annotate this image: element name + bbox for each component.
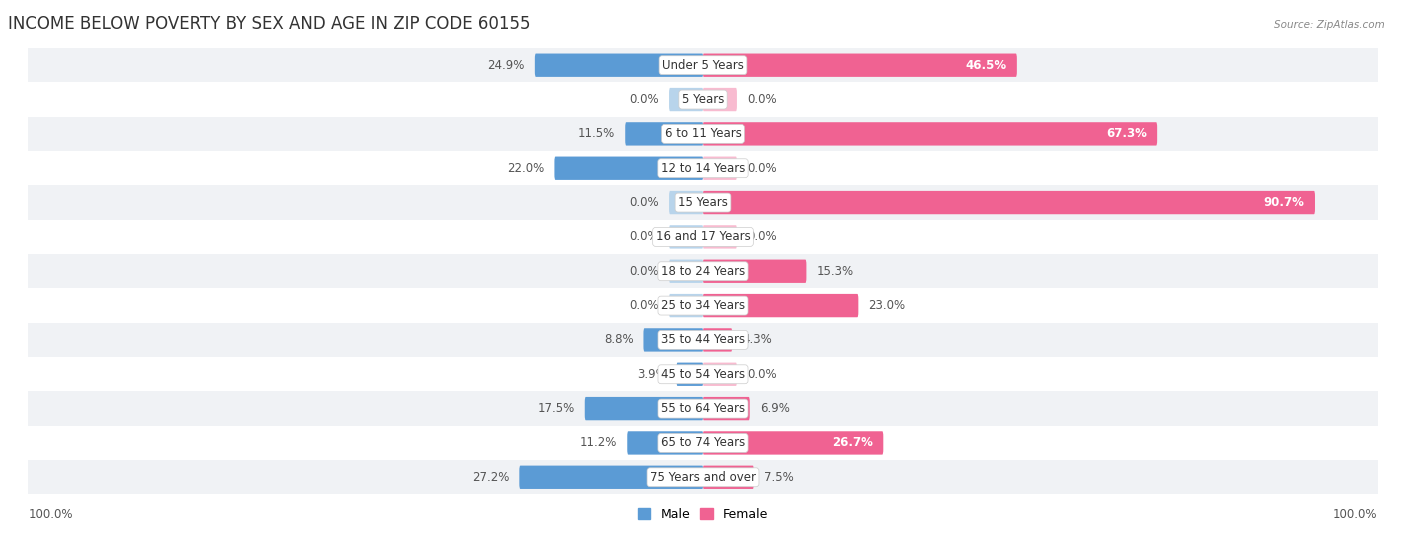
Text: 8.8%: 8.8% [605,334,634,347]
FancyBboxPatch shape [626,122,703,146]
Text: Under 5 Years: Under 5 Years [662,59,744,72]
Text: 90.7%: 90.7% [1264,196,1305,209]
FancyBboxPatch shape [28,254,1378,288]
FancyBboxPatch shape [703,397,749,420]
FancyBboxPatch shape [703,225,737,248]
Text: 0.0%: 0.0% [747,230,776,243]
FancyBboxPatch shape [703,259,807,283]
Text: 25 to 34 Years: 25 to 34 Years [661,299,745,312]
Text: 15 Years: 15 Years [678,196,728,209]
FancyBboxPatch shape [28,460,1378,494]
FancyBboxPatch shape [519,465,703,489]
Text: 11.5%: 11.5% [578,127,616,141]
Text: 100.0%: 100.0% [1333,508,1378,521]
Text: 0.0%: 0.0% [630,93,659,106]
FancyBboxPatch shape [703,54,1017,77]
Text: 18 to 24 Years: 18 to 24 Years [661,264,745,278]
Text: 22.0%: 22.0% [508,162,544,175]
FancyBboxPatch shape [28,83,1378,117]
Text: 3.9%: 3.9% [637,368,666,381]
Text: Source: ZipAtlas.com: Source: ZipAtlas.com [1274,20,1385,30]
Text: 35 to 44 Years: 35 to 44 Years [661,334,745,347]
Text: 24.9%: 24.9% [488,59,524,72]
Text: 11.2%: 11.2% [579,436,617,449]
Text: 6.9%: 6.9% [759,402,790,415]
FancyBboxPatch shape [703,191,1315,214]
Text: 75 Years and over: 75 Years and over [650,471,756,484]
Text: 6 to 11 Years: 6 to 11 Years [665,127,741,141]
FancyBboxPatch shape [28,185,1378,220]
Text: INCOME BELOW POVERTY BY SEX AND AGE IN ZIP CODE 60155: INCOME BELOW POVERTY BY SEX AND AGE IN Z… [8,15,530,33]
FancyBboxPatch shape [703,363,737,386]
FancyBboxPatch shape [28,288,1378,323]
FancyBboxPatch shape [669,191,703,214]
Text: 26.7%: 26.7% [832,436,873,449]
Text: 17.5%: 17.5% [537,402,575,415]
FancyBboxPatch shape [703,157,737,180]
FancyBboxPatch shape [703,328,733,352]
FancyBboxPatch shape [534,54,703,77]
FancyBboxPatch shape [28,48,1378,83]
Text: 15.3%: 15.3% [817,264,853,278]
FancyBboxPatch shape [585,397,703,420]
Text: 7.5%: 7.5% [763,471,793,484]
Text: 5 Years: 5 Years [682,93,724,106]
FancyBboxPatch shape [669,225,703,248]
Text: 0.0%: 0.0% [747,93,776,106]
Text: 12 to 14 Years: 12 to 14 Years [661,162,745,175]
Text: 4.3%: 4.3% [742,334,772,347]
FancyBboxPatch shape [28,220,1378,254]
FancyBboxPatch shape [644,328,703,352]
Text: 0.0%: 0.0% [630,230,659,243]
FancyBboxPatch shape [703,88,737,111]
FancyBboxPatch shape [28,357,1378,391]
Text: 55 to 64 Years: 55 to 64 Years [661,402,745,415]
Text: 0.0%: 0.0% [747,368,776,381]
FancyBboxPatch shape [28,117,1378,151]
FancyBboxPatch shape [703,465,754,489]
Text: 27.2%: 27.2% [472,471,509,484]
FancyBboxPatch shape [676,363,703,386]
FancyBboxPatch shape [28,426,1378,460]
FancyBboxPatch shape [554,157,703,180]
FancyBboxPatch shape [28,151,1378,185]
Text: 67.3%: 67.3% [1107,127,1147,141]
FancyBboxPatch shape [703,294,858,318]
Text: 23.0%: 23.0% [869,299,905,312]
Text: 0.0%: 0.0% [630,196,659,209]
Legend: Male, Female: Male, Female [638,508,768,521]
FancyBboxPatch shape [669,88,703,111]
FancyBboxPatch shape [669,294,703,318]
Text: 45 to 54 Years: 45 to 54 Years [661,368,745,381]
Text: 65 to 74 Years: 65 to 74 Years [661,436,745,449]
FancyBboxPatch shape [669,259,703,283]
FancyBboxPatch shape [703,122,1157,146]
Text: 0.0%: 0.0% [747,162,776,175]
FancyBboxPatch shape [28,323,1378,357]
Text: 100.0%: 100.0% [28,508,73,521]
FancyBboxPatch shape [627,431,703,455]
Text: 16 and 17 Years: 16 and 17 Years [655,230,751,243]
Text: 0.0%: 0.0% [630,299,659,312]
Text: 0.0%: 0.0% [630,264,659,278]
Text: 46.5%: 46.5% [966,59,1007,72]
FancyBboxPatch shape [28,391,1378,426]
FancyBboxPatch shape [703,431,883,455]
